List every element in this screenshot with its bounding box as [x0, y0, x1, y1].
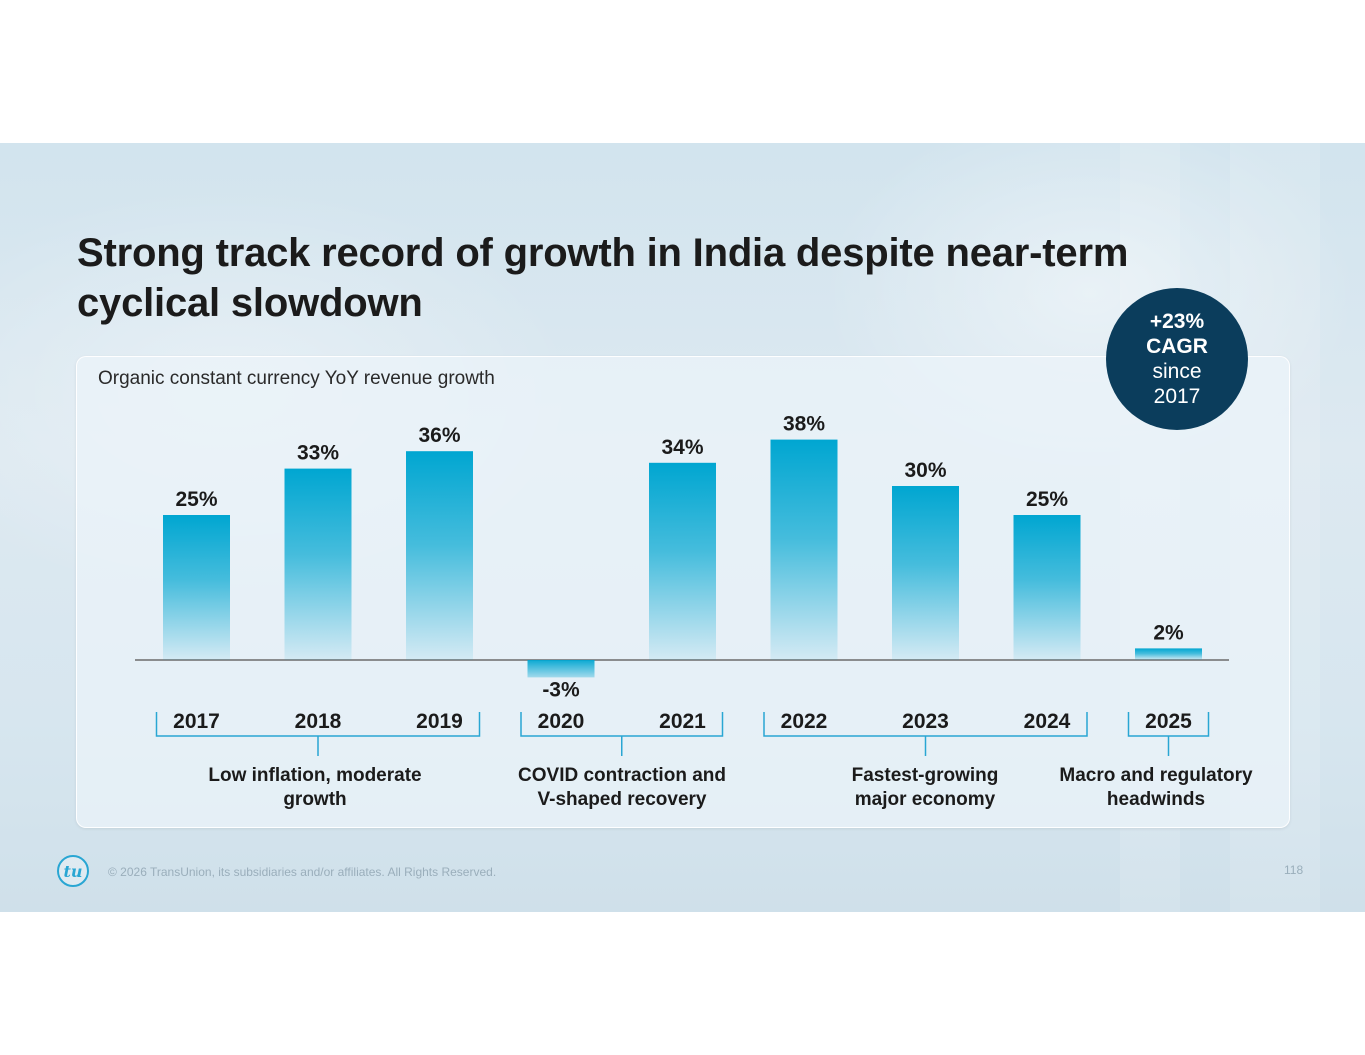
x-tick-label-2024: 2024 — [1024, 710, 1071, 733]
data-label-2019: 36% — [418, 424, 460, 447]
bar-2018 — [284, 468, 352, 660]
copyright-text: © 2026 TransUnion, its subsidiaries and/… — [108, 865, 497, 879]
bar-2024 — [1013, 515, 1081, 660]
transunion-logo-icon: tu — [57, 855, 89, 887]
cagr-since-label: since — [1152, 360, 1202, 383]
x-tick-label-2021: 2021 — [659, 710, 706, 733]
cagr-year: 2017 — [1153, 385, 1201, 408]
x-tick-label-2017: 2017 — [173, 710, 220, 733]
group-label-line1: Low inflation, moderate — [208, 765, 421, 786]
group-label-line2: V-shaped recovery — [538, 789, 707, 810]
group-label-line2: major economy — [855, 789, 996, 810]
x-tick-label-2022: 2022 — [781, 710, 828, 733]
bar-2025 — [1135, 648, 1202, 660]
cagr-label: CAGR — [1146, 335, 1208, 358]
bar-2019 — [406, 451, 473, 660]
slide-title: Strong track record of growth in India d… — [77, 231, 1129, 325]
group-label-line1: COVID contraction and — [518, 765, 726, 786]
data-label-2021: 34% — [661, 436, 703, 459]
data-label-2024: 25% — [1026, 488, 1068, 511]
x-tick-label-2025: 2025 — [1145, 710, 1192, 733]
group-label-line2: headwinds — [1107, 789, 1205, 810]
bar-2023 — [892, 486, 959, 660]
bar-2022 — [770, 439, 838, 660]
data-label-2017: 25% — [175, 488, 217, 511]
bar-2020 — [527, 660, 595, 678]
bar-2021 — [649, 462, 716, 660]
x-tick-label-2020: 2020 — [538, 710, 585, 733]
group-label-line1: Macro and regulatory — [1059, 765, 1253, 786]
data-label-2025: 2% — [1153, 621, 1184, 644]
data-label-2022: 38% — [783, 413, 825, 436]
cagr-value: +23% — [1149, 310, 1205, 333]
cagr-badge: +23% CAGR since 2017 — [1106, 288, 1248, 430]
bar-2017 — [163, 515, 230, 660]
data-label-2023: 30% — [904, 459, 946, 482]
logo-text: tu — [63, 861, 83, 881]
group-label-line1: Fastest-growing — [852, 765, 999, 786]
data-label-2020: -3% — [542, 678, 580, 701]
x-tick-label-2023: 2023 — [902, 710, 949, 733]
chart-subtitle: Organic constant currency YoY revenue gr… — [98, 368, 495, 389]
page-number: 118 — [1284, 863, 1304, 877]
data-label-2018: 33% — [297, 442, 339, 465]
group-label-line2: growth — [283, 789, 346, 810]
x-tick-label-2018: 2018 — [295, 710, 342, 733]
x-tick-label-2019: 2019 — [416, 710, 463, 733]
